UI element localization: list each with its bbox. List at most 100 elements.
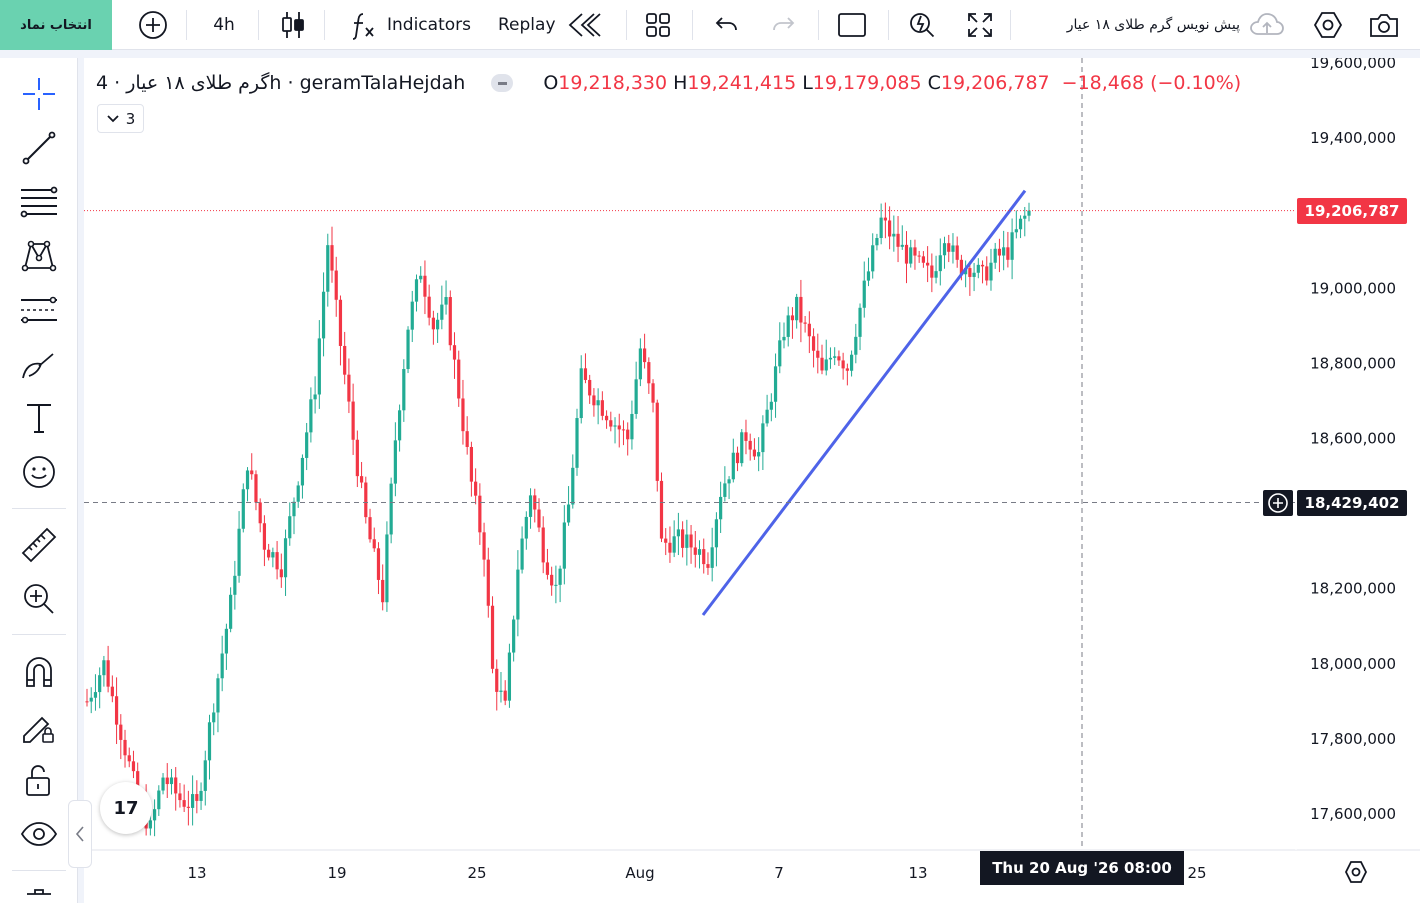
- candle-body: [305, 432, 309, 458]
- forecast-icon: [21, 296, 57, 324]
- candle-body: [343, 345, 347, 375]
- replay-button[interactable]: Replay: [498, 0, 618, 50]
- add-symbol-button[interactable]: [132, 0, 174, 50]
- candle-body: [820, 357, 824, 371]
- forecast-tool[interactable]: [14, 288, 64, 332]
- delete-tool[interactable]: [14, 880, 64, 903]
- candle-body: [423, 275, 427, 297]
- chart-type-button[interactable]: [274, 0, 312, 50]
- collapse-sidebar-button[interactable]: [68, 800, 92, 868]
- candle-body: [152, 809, 157, 821]
- add-at-price-button[interactable]: [1263, 490, 1293, 516]
- text-tool[interactable]: [14, 396, 64, 440]
- magnet-icon: [26, 657, 52, 687]
- toolbar-divider: [324, 10, 325, 40]
- trash-icon: [27, 889, 51, 895]
- chart-settings-button[interactable]: [1340, 856, 1372, 888]
- lock-all-tool[interactable]: [14, 758, 64, 802]
- fullscreen-button[interactable]: [962, 0, 998, 50]
- hide-drawings-tool[interactable]: [14, 812, 64, 856]
- trend-line-icon: [22, 131, 56, 165]
- zoom-in-icon: [24, 584, 54, 614]
- sidebar-gap: [78, 50, 84, 903]
- candle-body: [947, 243, 951, 252]
- y-tick-label: 18,000,000: [1310, 655, 1396, 673]
- fullscreen-box-button[interactable]: [832, 0, 872, 50]
- smile-icon: [23, 456, 55, 488]
- layouts-button[interactable]: [638, 0, 678, 50]
- fib-tool[interactable]: [14, 180, 64, 224]
- cloud-save-button[interactable]: [1246, 0, 1288, 50]
- x-tick-label: Aug: [625, 864, 654, 882]
- pencil-lock-icon: [23, 716, 54, 743]
- candle-body: [795, 296, 799, 321]
- candle-body: [782, 336, 786, 341]
- layout-title[interactable]: پیش نویس گرم طلای ۱۸ عیار: [1066, 17, 1240, 33]
- x-tick-label: 13: [187, 864, 206, 882]
- candle-body: [419, 275, 423, 280]
- settings-button[interactable]: [1308, 0, 1348, 50]
- candle-body: [296, 485, 300, 502]
- x-tick-label: 19: [327, 864, 346, 882]
- tradingview-logo[interactable]: 17: [100, 782, 152, 834]
- candle-body: [288, 516, 292, 539]
- last-price-label: 19,206,787: [1297, 198, 1407, 224]
- magnet-tool[interactable]: [14, 650, 64, 694]
- candle-body: [799, 296, 803, 323]
- chart-pane[interactable]: 19,600,000 19,400,000 19,000,000 18,800,000…: [84, 58, 1420, 903]
- candle-body: [1027, 210, 1031, 216]
- candle-body: [338, 299, 343, 346]
- indicators-toggle[interactable]: 3: [97, 104, 144, 133]
- x-tick-label: 25: [467, 864, 486, 882]
- indicators-button[interactable]: Indicators: [350, 0, 485, 50]
- plot-area: [84, 58, 1296, 850]
- undo-button[interactable]: [708, 0, 746, 50]
- candle-body: [604, 415, 609, 421]
- candle-body: [330, 245, 334, 271]
- y-tick-label: 18,200,000: [1310, 580, 1396, 598]
- candlestick-chart[interactable]: 19,600,000 19,400,000 19,000,000 18,800,000…: [84, 58, 1420, 903]
- candle-body: [871, 245, 875, 272]
- emoji-tool[interactable]: [14, 450, 64, 494]
- close-label: C: [927, 72, 941, 94]
- toolbar-divider: [692, 10, 693, 40]
- candle-body: [634, 379, 638, 414]
- candle-body: [985, 266, 989, 281]
- measure-tool[interactable]: [14, 523, 64, 567]
- candle-body: [545, 562, 550, 575]
- toolbar-divider: [12, 508, 66, 509]
- zoom-tool[interactable]: [14, 577, 64, 621]
- indicators-count: 3: [125, 109, 136, 128]
- trend-line-tool[interactable]: [14, 126, 64, 170]
- candle-body: [807, 323, 811, 337]
- symbol-title[interactable]: گرم طلای ۱۸ عیار · 4h · geramTalaHejdah: [96, 72, 466, 94]
- redo-icon: [773, 17, 795, 31]
- candle-body: [499, 690, 503, 692]
- lock-drawing-tool[interactable]: [14, 704, 64, 748]
- candle-body: [102, 660, 106, 676]
- candle-body: [913, 247, 917, 256]
- candle-body: [110, 686, 114, 697]
- candle-body: [157, 790, 161, 810]
- candle-body: [765, 409, 769, 424]
- toolbar-divider: [1010, 10, 1011, 40]
- candle-body: [216, 678, 220, 713]
- candle-body: [566, 504, 571, 523]
- candle-body: [524, 516, 528, 539]
- candle-body: [554, 584, 558, 586]
- candle-body: [457, 359, 461, 399]
- interval-button[interactable]: 4h: [213, 15, 235, 35]
- pattern-tool[interactable]: [14, 234, 64, 278]
- redo-button[interactable]: [764, 0, 802, 50]
- snapshot-button[interactable]: [1364, 0, 1404, 50]
- candle-body: [997, 248, 1002, 256]
- candle-body: [161, 777, 165, 791]
- brush-tool[interactable]: [14, 342, 64, 386]
- candle-body: [676, 529, 680, 537]
- candle-body: [85, 701, 89, 703]
- candle-body: [169, 777, 174, 785]
- crosshair-tool[interactable]: [14, 72, 64, 116]
- candle-body: [389, 483, 393, 535]
- symbol-search-button[interactable]: انتخاب نماد: [0, 0, 112, 50]
- alert-button[interactable]: [904, 0, 940, 50]
